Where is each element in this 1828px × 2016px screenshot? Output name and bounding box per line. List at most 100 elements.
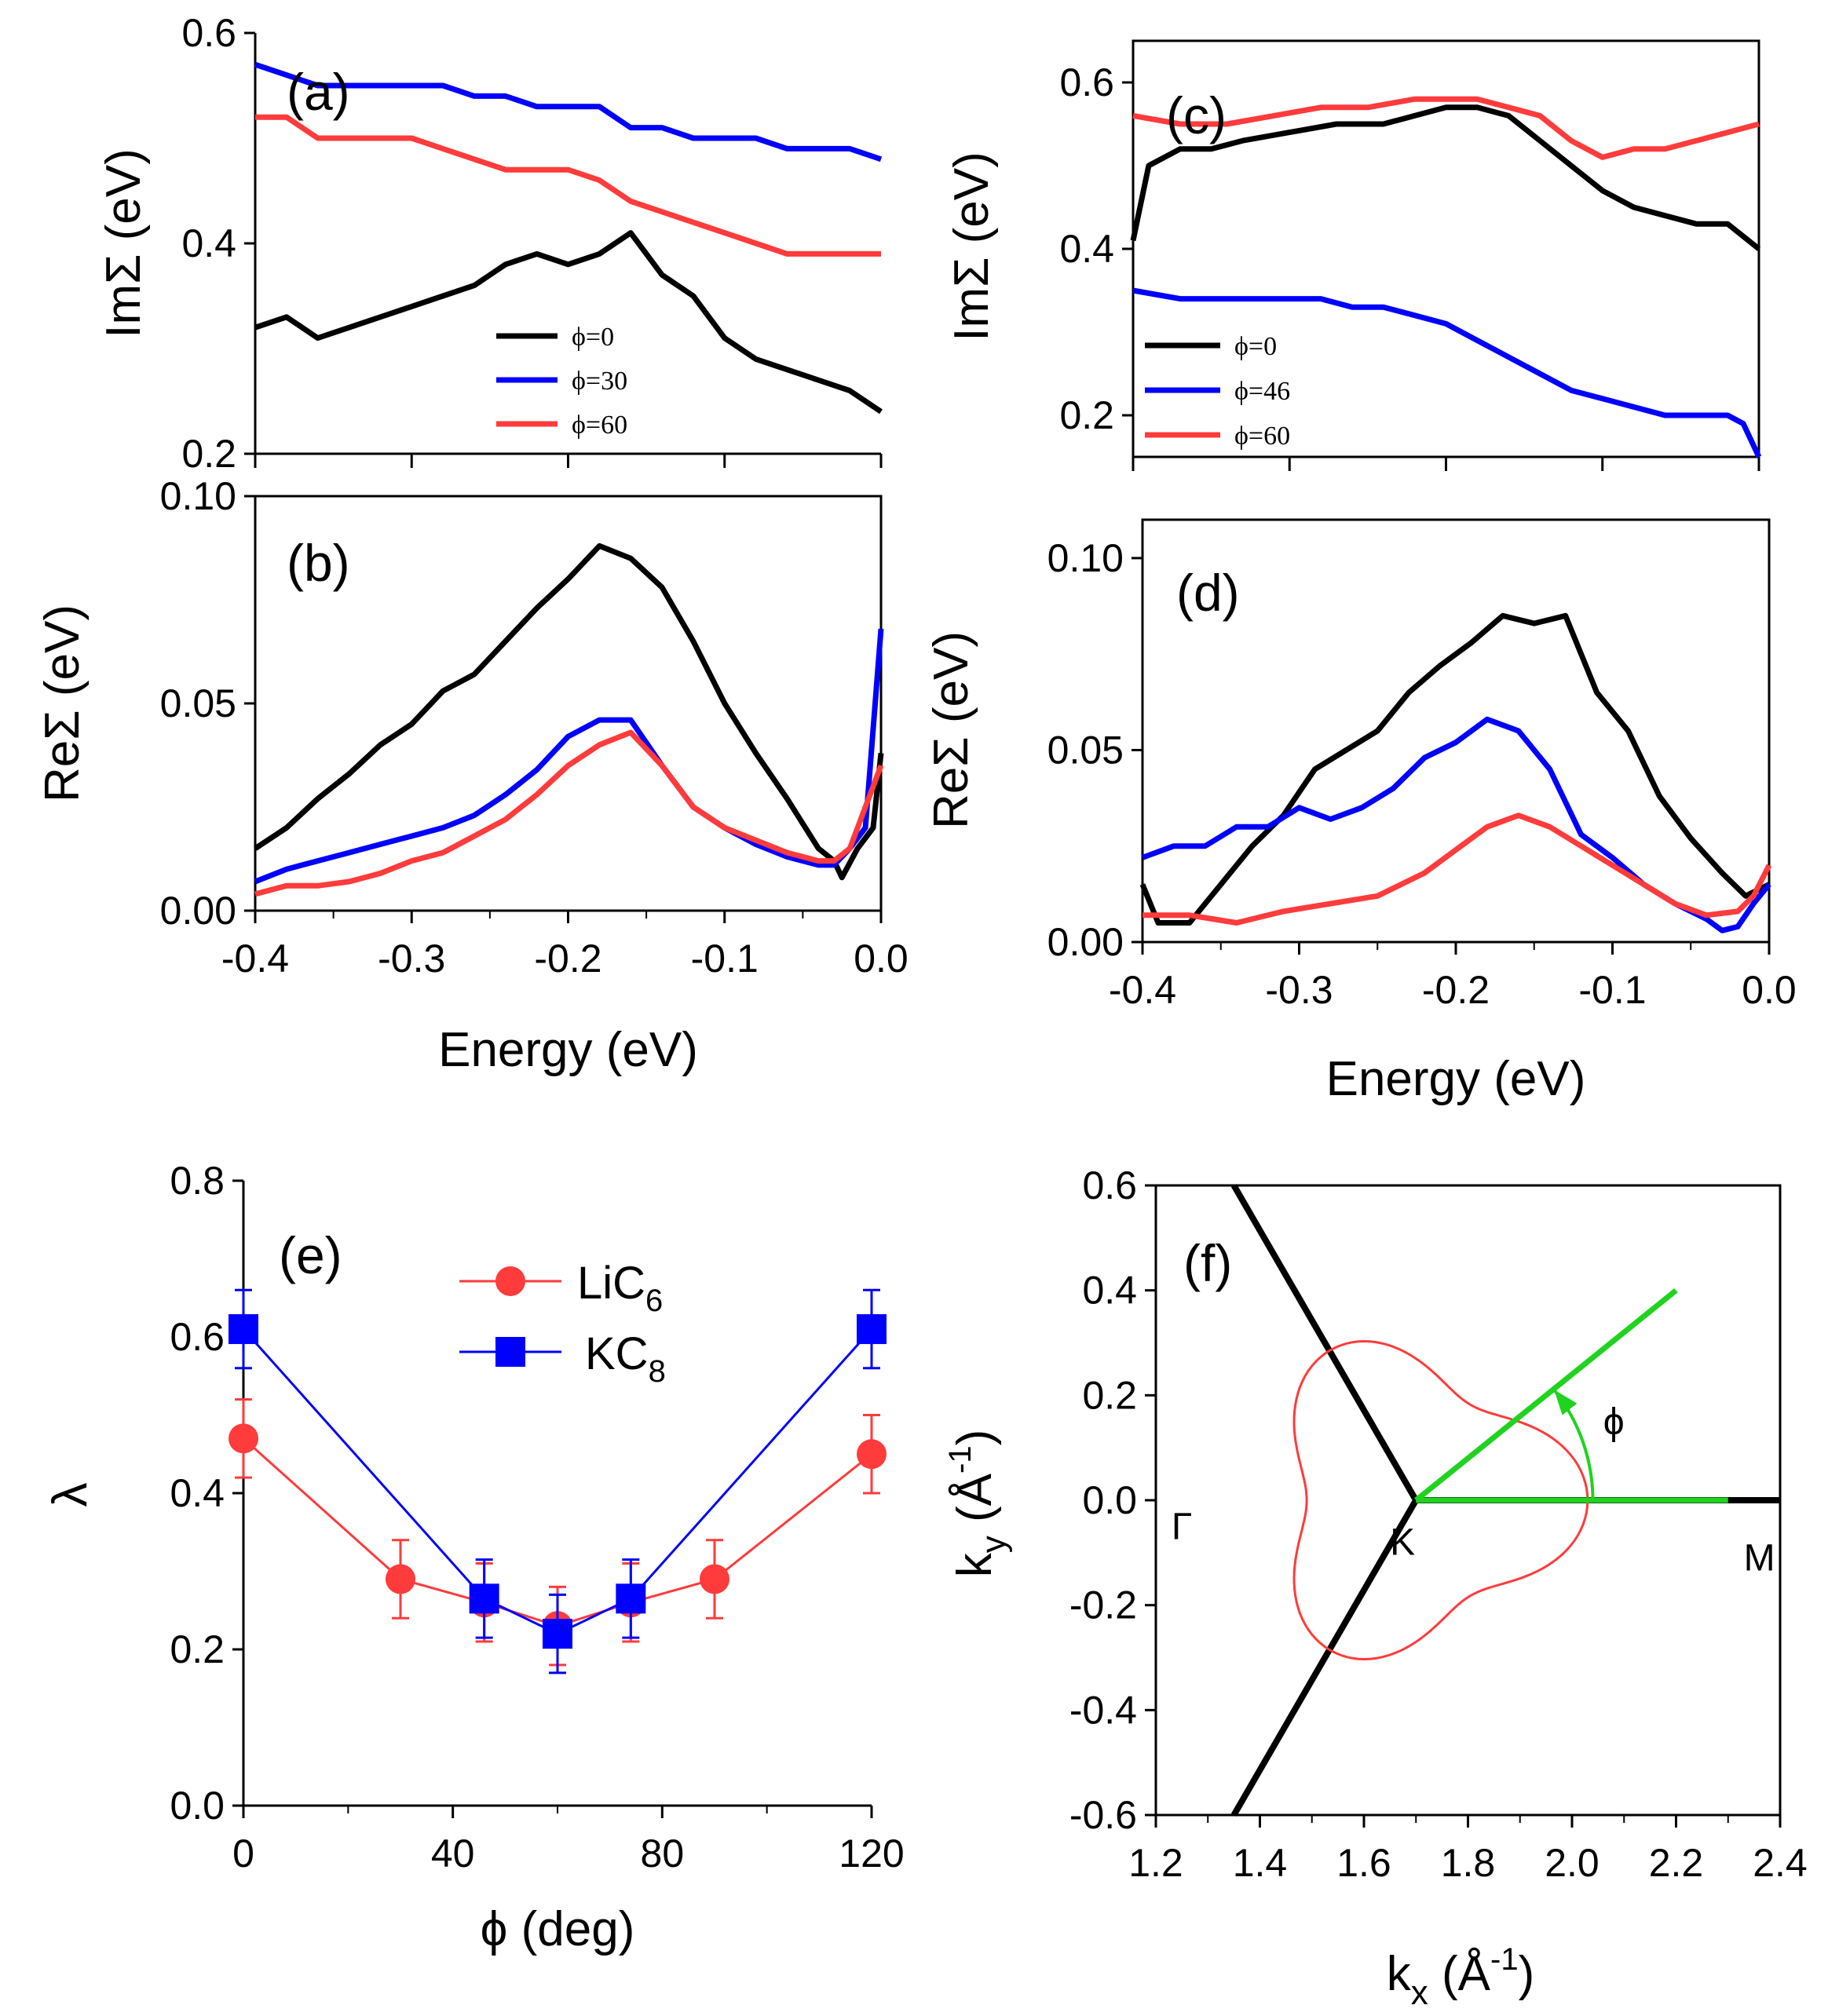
y-tick-label: 0.6 bbox=[1082, 1163, 1137, 1207]
momentum-cut-line bbox=[1414, 1287, 1678, 1503]
x-tick-label: 40 bbox=[431, 1832, 475, 1875]
panel-b: 0.00 0.05 0.10 -0.4 -0.3 -0.2 -0.1 0.0 (b) ReΣ (e… bbox=[35, 474, 909, 1077]
fermi-pocket-contour bbox=[1292, 1339, 1589, 1661]
data-point-circle bbox=[386, 1564, 415, 1594]
series-line-black bbox=[254, 230, 883, 415]
x-axis-title: Energy (eV) bbox=[438, 1023, 698, 1077]
series-line-red bbox=[255, 114, 881, 257]
axis-symbol: k bbox=[948, 1552, 1002, 1577]
series-line-black bbox=[1130, 104, 1761, 251]
x-tick-label: -0.3 bbox=[1265, 968, 1333, 1012]
x-tick-label: 0 bbox=[232, 1832, 254, 1875]
y-tick-label: 0.0 bbox=[1082, 1478, 1137, 1522]
axis-symbol: k bbox=[1387, 1947, 1412, 2001]
y-axis-title: ImΣ (eV) bbox=[97, 148, 151, 338]
x-axis-title: ϕ (deg) bbox=[481, 1902, 635, 1956]
data-point-square bbox=[543, 1619, 572, 1649]
x-tick-label: 2.2 bbox=[1649, 1841, 1704, 1885]
x-tick-label: 80 bbox=[641, 1832, 685, 1875]
y-tick-label: 0.6 bbox=[1059, 60, 1114, 104]
axis-close: ) bbox=[948, 1430, 1002, 1446]
series-line-blue bbox=[1132, 287, 1762, 458]
y-tick-label: 0.2 bbox=[181, 432, 236, 476]
legend-marker bbox=[495, 1337, 525, 1367]
y-tick-label: 0.00 bbox=[160, 889, 236, 933]
legend-name: LiC bbox=[577, 1258, 645, 1309]
data-point-circle bbox=[228, 1423, 258, 1454]
y-tick-label: 0.00 bbox=[1047, 920, 1124, 964]
x-tick-label: -0.3 bbox=[378, 937, 445, 981]
x-tick-label: 0.0 bbox=[1742, 968, 1797, 1012]
y-tick-label: 0.4 bbox=[1059, 227, 1114, 271]
brillouin-zone-edge bbox=[1230, 1498, 1419, 1817]
axis-unit: (Å bbox=[948, 1473, 1002, 1536]
y-tick-label: 0.05 bbox=[160, 681, 236, 725]
y-tick-label: -0.4 bbox=[1069, 1688, 1137, 1732]
x-axis-title: Energy (eV) bbox=[1326, 1052, 1586, 1106]
data-point-circle bbox=[700, 1564, 729, 1594]
x-tick-label: 1.8 bbox=[1441, 1841, 1496, 1885]
series-line-black bbox=[1139, 612, 1771, 926]
x-tick-label: 1.6 bbox=[1336, 1841, 1391, 1885]
x-tick-label: 2.4 bbox=[1753, 1841, 1808, 1885]
k-point-label: K bbox=[1390, 1521, 1415, 1563]
data-point-square bbox=[469, 1583, 499, 1614]
y-tick-label: 0.2 bbox=[1082, 1373, 1137, 1417]
legend-name: KC bbox=[585, 1328, 649, 1379]
y-tick-label: 0.05 bbox=[1047, 728, 1124, 772]
axis-close: ) bbox=[1519, 1947, 1535, 2001]
legend-marker bbox=[495, 1266, 525, 1296]
x-tick-label: -0.2 bbox=[1422, 968, 1490, 1012]
panel-label: (c) bbox=[1166, 86, 1227, 144]
x-tick-label: 1.4 bbox=[1233, 1841, 1288, 1885]
panel-e: 0.0 0.2 0.4 0.6 0.8 0 40 80 120 (e) λ ϕ (deg) LiC6 KC… bbox=[43, 1159, 905, 1956]
data-point-square bbox=[857, 1314, 887, 1345]
y-tick-label: 0.2 bbox=[170, 1627, 225, 1671]
legend-subscript: 6 bbox=[645, 1284, 663, 1318]
y-tick-label: 0.4 bbox=[170, 1471, 225, 1515]
legend-label: ϕ=0 bbox=[1234, 332, 1277, 361]
axis-superscript: -1 bbox=[1490, 1942, 1519, 1977]
legend-label: ϕ=46 bbox=[1234, 377, 1290, 406]
x-tick-label: 1.2 bbox=[1128, 1841, 1183, 1885]
y-tick-label: 0.6 bbox=[181, 11, 236, 55]
series-line-red bbox=[254, 729, 884, 897]
legend-label: ϕ=60 bbox=[1234, 422, 1290, 451]
panel-f: -0.6 -0.4 -0.2 0.0 0.2 0.4 0.6 1.2 1.4 1.6 1.8 2.0 2… bbox=[943, 1163, 1808, 2012]
y-tick-label: 0.2 bbox=[1059, 393, 1114, 437]
panel-label: (b) bbox=[287, 534, 350, 592]
y-tick-label: 0.10 bbox=[1047, 536, 1124, 580]
legend-label: ϕ=60 bbox=[572, 411, 627, 440]
plot-frame bbox=[1132, 39, 1760, 458]
panel-label: (a) bbox=[287, 63, 350, 121]
y-tick-label: 0.0 bbox=[170, 1784, 225, 1828]
y-tick-label: 0.4 bbox=[1082, 1269, 1137, 1313]
panel-label: (d) bbox=[1176, 564, 1240, 622]
data-point-square bbox=[228, 1314, 258, 1345]
y-tick-label: 0.6 bbox=[170, 1315, 225, 1359]
axis-unit: (Å bbox=[1428, 1947, 1491, 2001]
series-line-red bbox=[1142, 813, 1772, 926]
legend-label: KC8 bbox=[585, 1328, 666, 1389]
y-axis-title: ImΣ (eV) bbox=[945, 152, 999, 341]
y-tick-label: 0.4 bbox=[181, 221, 236, 265]
x-tick-label: -0.1 bbox=[691, 937, 759, 981]
y-tick-label: -0.6 bbox=[1069, 1793, 1137, 1837]
axis-subscript: x bbox=[1411, 1974, 1428, 2012]
series-line-blue bbox=[254, 628, 884, 885]
x-tick-label: -0.4 bbox=[221, 937, 289, 981]
x-tick-label: -0.2 bbox=[534, 937, 601, 981]
y-tick-label: -0.2 bbox=[1069, 1583, 1137, 1627]
phi-arrow-head bbox=[1554, 1390, 1578, 1415]
panel-a: 0.2 0.4 0.6 (a) ImΣ (eV) ϕ=0 ϕ=30 ϕ=60 bbox=[97, 11, 883, 476]
series-line-red bbox=[1132, 96, 1760, 160]
phi-angle-label: ϕ bbox=[1603, 1401, 1625, 1443]
panel-c: 0.2 0.4 0.6 (c) ImΣ (eV) ϕ=0 ϕ=46 ϕ=60 bbox=[945, 39, 1762, 471]
series-line-blue bbox=[1141, 716, 1771, 933]
gamma-point-label: Γ bbox=[1172, 1506, 1192, 1547]
x-tick-label: -0.1 bbox=[1578, 968, 1646, 1012]
data-point-circle bbox=[857, 1439, 887, 1470]
y-axis-title: ReΣ (eV) bbox=[35, 604, 90, 802]
legend-label: ϕ=30 bbox=[572, 367, 627, 396]
data-point-square bbox=[616, 1583, 646, 1614]
